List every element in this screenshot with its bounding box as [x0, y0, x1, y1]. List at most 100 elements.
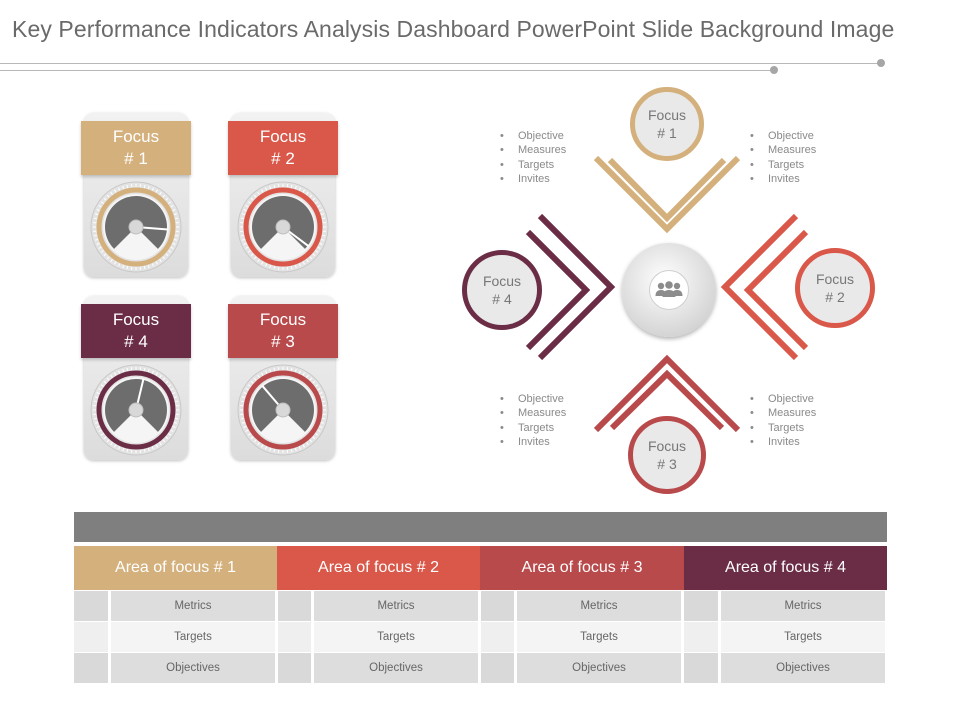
table-row-divider [74, 621, 887, 622]
bullet-list-bottom-right: Objective Measures Targets Invites [750, 392, 816, 450]
gauge-card-4: Focus # 4 [81, 296, 191, 460]
bullet-item: Targets [500, 158, 566, 172]
diamond-frame-focus-2 [720, 213, 809, 361]
table-cell-metrics-2: Metrics [314, 591, 478, 621]
gauge-label-3: Focus # 3 [228, 304, 338, 358]
gauge-label-3-line1: Focus [259, 310, 307, 329]
area-header-4: Area of focus # 4 [684, 546, 887, 590]
gauge-label-2-line2: # 2 [271, 149, 295, 168]
table-cell-divider [478, 591, 481, 621]
gauge-color-ring [96, 187, 176, 267]
title-rule-dot-1 [877, 59, 885, 67]
bullet-item: Invites [750, 172, 816, 186]
bullet-item: Objective [750, 392, 816, 406]
table-cell-objectives-4: Objectives [721, 653, 885, 683]
table-cell-targets-1: Targets [111, 622, 275, 652]
bullet-item: Invites [500, 435, 566, 449]
gauge-color-ring [243, 187, 323, 267]
gauge-hub [128, 402, 144, 418]
title-rule-dot-2 [770, 66, 778, 74]
table-cell-divider [514, 591, 517, 621]
gauge-color-ring [243, 370, 323, 450]
table-cell-objectives-2: Objectives [314, 653, 478, 683]
gauge-label-1-line1: Focus [112, 127, 160, 146]
bullet-item: Measures [750, 406, 816, 420]
table-cell-targets-2: Targets [314, 622, 478, 652]
table-cell-divider [681, 622, 684, 652]
focus-circle-1-line2: # 1 [657, 125, 677, 141]
center-inner [649, 270, 689, 310]
gauge-label-1: Focus # 1 [81, 121, 191, 175]
table-cell-divider [108, 653, 111, 683]
gauge-card-2: Focus # 2 [228, 113, 338, 277]
table-header-bar [74, 512, 887, 542]
gauge-color-ring [96, 370, 176, 450]
table-cell-metrics-4: Metrics [721, 591, 885, 621]
table-cell-divider [275, 653, 278, 683]
gauge-dial-4 [90, 364, 182, 456]
bullet-item: Objective [500, 392, 566, 406]
diamond-frame-focus-1 [593, 155, 741, 234]
bullet-list-bottom-left: Objective Measures Targets Invites [500, 392, 566, 450]
table-cell-divider [718, 591, 721, 621]
table-cell-divider [514, 653, 517, 683]
table-cell-divider [311, 622, 314, 652]
bullet-item: Targets [750, 158, 816, 172]
table-cell-divider [478, 653, 481, 683]
table-cell-divider [478, 622, 481, 652]
gauge-ticks [240, 367, 326, 453]
table-cell-divider [681, 653, 684, 683]
center-circle [622, 243, 716, 337]
table-cell-divider [885, 591, 888, 621]
table-cell-metrics-1: Metrics [111, 591, 275, 621]
focus-circle-4-line1: Focus [482, 273, 522, 289]
gauge-dial-1 [90, 181, 182, 273]
gauge-label-2-line1: Focus [259, 127, 307, 146]
focus-circle-1: Focus # 1 [630, 87, 704, 161]
bullet-item: Measures [500, 143, 566, 157]
bullet-item: Targets [750, 421, 816, 435]
table-cell-divider [885, 622, 888, 652]
table-cell-divider [514, 622, 517, 652]
gauge-ticks [240, 184, 326, 270]
table-cell-divider [718, 653, 721, 683]
focus-circle-2-line1: Focus [815, 271, 855, 287]
area-header-1: Area of focus # 1 [74, 546, 277, 590]
slide-title: Key Performance Indicators Analysis Dash… [12, 16, 895, 42]
gauge-label-3-line2: # 3 [271, 332, 295, 351]
gauge-card-3: Focus # 3 [228, 296, 338, 460]
gauge-hub [128, 219, 144, 235]
table-cell-divider [718, 622, 721, 652]
focus-circle-3-line1: Focus [647, 438, 687, 454]
gauge-label-4-line1: Focus [112, 310, 160, 329]
bullet-item: Measures [500, 406, 566, 420]
gauge-label-2: Focus # 2 [228, 121, 338, 175]
title-rule-2 [0, 70, 774, 71]
table-cell-targets-4: Targets [721, 622, 885, 652]
area-header-2: Area of focus # 2 [277, 546, 480, 590]
bullet-item: Targets [500, 421, 566, 435]
focus-circle-4: Focus # 4 [462, 250, 542, 330]
table-cell-divider [885, 653, 888, 683]
focus-circle-1-line1: Focus [647, 107, 687, 123]
team-icon [655, 281, 683, 297]
table-cell-divider [108, 591, 111, 621]
table-cell-divider [311, 653, 314, 683]
gauge-hub [275, 219, 291, 235]
focus-circle-3: Focus # 3 [628, 416, 706, 494]
title-rule-1 [0, 63, 880, 64]
bullet-item: Measures [750, 143, 816, 157]
gauge-label-4-line2: # 4 [124, 332, 148, 351]
focus-circle-2-line2: # 2 [825, 289, 845, 305]
gauge-ticks [93, 184, 179, 270]
gauge-hub [275, 402, 291, 418]
table-cell-targets-3: Targets [517, 622, 681, 652]
bullet-item: Invites [750, 435, 816, 449]
bullet-list-top-left: Objective Measures Targets Invites [500, 129, 566, 187]
table-cell-divider [681, 591, 684, 621]
gauge-label-4: Focus # 4 [81, 304, 191, 358]
bullet-item: Objective [750, 129, 816, 143]
gauge-dial-3 [237, 364, 329, 456]
focus-circle-4-line2: # 4 [492, 291, 512, 307]
table-cell-divider [108, 622, 111, 652]
